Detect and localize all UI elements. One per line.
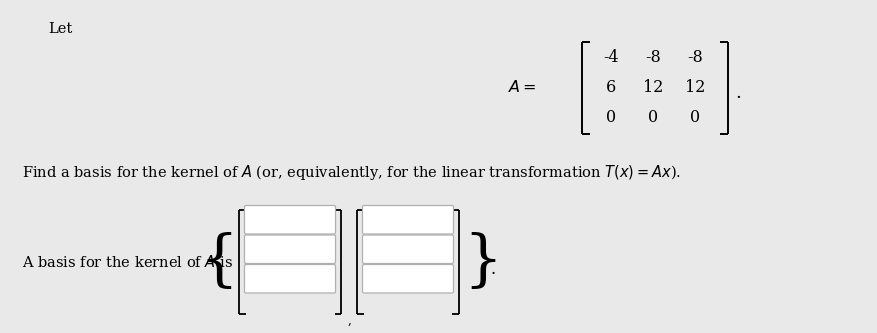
Text: Let: Let bbox=[48, 22, 72, 36]
Text: 12: 12 bbox=[642, 80, 662, 97]
FancyBboxPatch shape bbox=[244, 235, 335, 263]
Text: -8: -8 bbox=[645, 50, 660, 67]
Text: 0: 0 bbox=[689, 110, 699, 127]
Text: ,: , bbox=[347, 314, 351, 327]
Text: -8: -8 bbox=[686, 50, 702, 67]
FancyBboxPatch shape bbox=[362, 235, 453, 263]
Text: 12: 12 bbox=[684, 80, 704, 97]
Text: .: . bbox=[734, 84, 740, 102]
Text: -4: -4 bbox=[602, 50, 618, 67]
Text: Find a basis for the kernel of $\mathit{A}$ (or, equivalently, for the linear tr: Find a basis for the kernel of $\mathit{… bbox=[22, 163, 681, 181]
FancyBboxPatch shape bbox=[362, 205, 453, 234]
Text: 0: 0 bbox=[647, 110, 657, 127]
Text: $A =$: $A =$ bbox=[508, 80, 537, 97]
Text: .: . bbox=[490, 261, 496, 278]
Text: 6: 6 bbox=[605, 80, 616, 97]
FancyBboxPatch shape bbox=[362, 264, 453, 293]
FancyBboxPatch shape bbox=[244, 264, 335, 293]
Text: 0: 0 bbox=[605, 110, 616, 127]
Text: A basis for the kernel of $\mathit{A}$ is: A basis for the kernel of $\mathit{A}$ i… bbox=[22, 254, 233, 270]
Text: {: { bbox=[199, 232, 238, 292]
FancyBboxPatch shape bbox=[244, 205, 335, 234]
Text: }: } bbox=[462, 232, 502, 292]
